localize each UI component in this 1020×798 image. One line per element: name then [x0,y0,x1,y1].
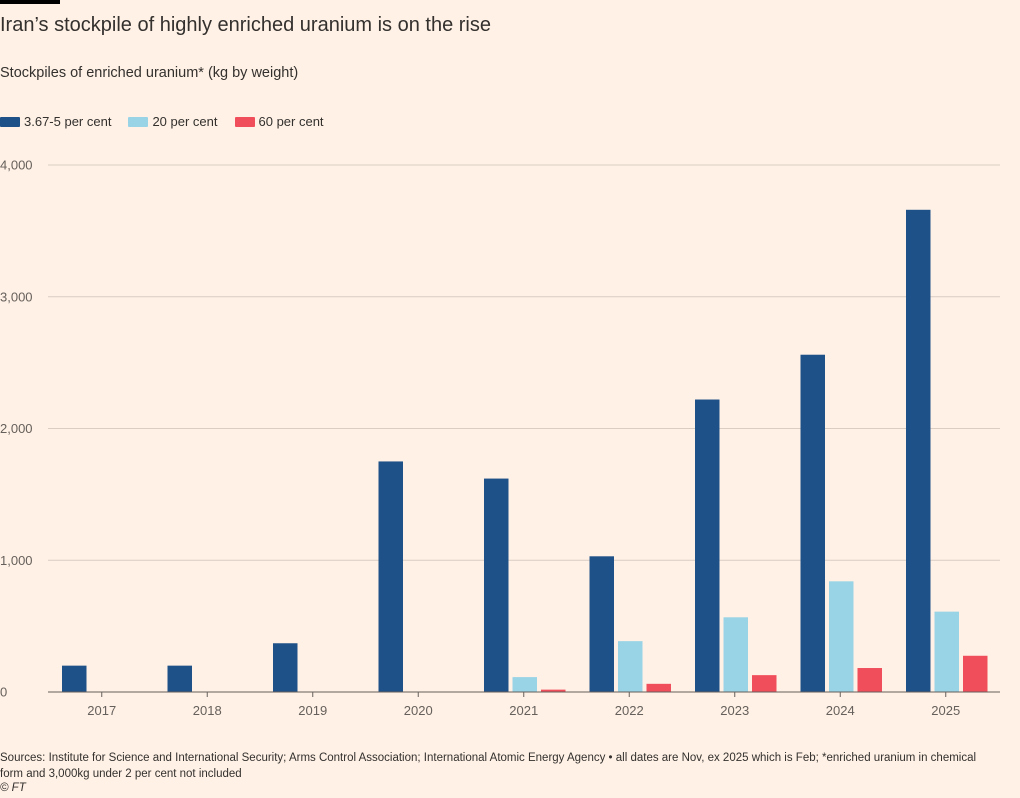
legend-swatch-series-1 [128,116,149,127]
bar-2025-series-2 [963,655,988,692]
bar-2023-series-0 [695,399,720,692]
legend-item-series-0: 3.67-5 per cent [0,114,111,129]
bar-2018-series-0 [167,665,192,692]
source-note: Sources: Institute for Science and Inter… [0,752,977,780]
bar-2024-series-0 [800,354,825,692]
legend-item-series-1: 20 per cent [128,114,218,129]
bar-2023-series-2 [752,675,777,692]
y-tick-label: 0 [0,685,7,700]
axes: 0 1,000 2,000 3,000 4,000 2017 2018 2019 2020 202… [0,158,1000,718]
brand-bar [0,0,60,4]
y-tick-label: 2,000 [0,421,33,436]
x-tick-label: 2021 [509,703,538,718]
bar-2022-series-0 [589,556,614,692]
x-tick-label: 2024 [826,703,855,718]
x-tick-label: 2023 [720,703,749,718]
x-tick-label: 2017 [87,703,116,718]
y-tick-label: 3,000 [0,289,33,304]
x-tick-label: 2018 [193,703,222,718]
bar-2024-series-2 [857,668,882,692]
bar-2022-series-1 [618,641,643,692]
bar-2021-series-1 [512,677,537,692]
bar-2019-series-0 [273,643,298,692]
bar-2020-series-0 [378,461,403,692]
legend-label-series-0: 3.67-5 per cent [24,114,112,129]
legend-label-series-1: 20 per cent [152,114,218,129]
legend-item-series-2: 60 per cent [234,114,324,129]
x-tick-label: 2019 [298,703,327,718]
bar-2025-series-1 [934,611,959,692]
legend-label-series-2: 60 per cent [258,114,324,129]
bar-2024-series-1 [829,581,854,692]
bar-2021-series-2 [541,689,566,692]
bar-2025-series-0 [906,209,931,693]
y-tick-label: 4,000 [0,158,33,173]
bar-chart: 0 1,000 2,000 3,000 4,000 2017 2018 2019 2020 202… [0,158,1000,718]
x-tick-label: 2025 [931,703,960,718]
legend-swatch-series-2 [234,116,255,127]
gridlines [48,164,1000,561]
chart-subtitle: Stockpiles of enriched uranium* (kg by w… [0,65,299,81]
legend-swatch-series-0 [0,116,20,127]
bars [62,209,988,693]
bar-2023-series-1 [723,617,748,692]
bar-2022-series-2 [646,683,671,692]
y-tick-label: 1,000 [0,553,33,568]
x-tick-label: 2022 [615,703,644,718]
bar-2017-series-0 [62,665,87,692]
chart-title: Iran’s stockpile of highly enriched uran… [0,14,491,36]
legend: 3.67-5 per cent 20 per cent 60 per cent [0,114,341,129]
x-tick-label: 2020 [404,703,433,718]
copyright: © FT [0,782,26,794]
bar-2021-series-0 [484,478,509,692]
